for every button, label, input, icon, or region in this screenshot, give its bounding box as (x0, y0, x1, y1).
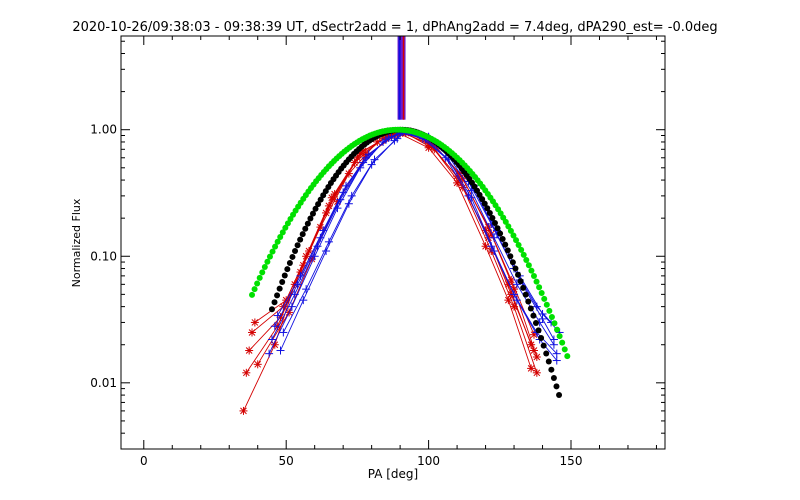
point-blue-6-1 (302, 285, 311, 294)
point-red-2-11 (529, 346, 538, 355)
point-blue-1-0 (265, 349, 274, 358)
point-blue-2-0 (267, 335, 276, 344)
x-tick-label-0: 0 (140, 454, 148, 468)
axes: 0 50 100 150 0.01 0.10 1.00 (90, 36, 665, 468)
point-red-2-0 (242, 368, 251, 377)
point-blue-5-11 (512, 296, 521, 305)
point-red-3-0 (245, 346, 254, 355)
point-red-6-0 (253, 360, 262, 369)
point-red-5-2 (304, 247, 313, 256)
point-blue-6-4 (370, 155, 379, 164)
point-blue-5-13 (552, 356, 561, 365)
model-curve-black-fit (268, 126, 563, 398)
point-red-5-3 (330, 190, 339, 199)
point-blue-1-1 (287, 302, 296, 311)
point-red-4-0 (248, 328, 257, 337)
point-red-6-11 (532, 352, 541, 361)
point-blue-6-12 (538, 314, 547, 323)
point-blue-4-4 (364, 150, 373, 159)
point-blue-1-2 (310, 252, 319, 261)
point-red-1-11 (527, 364, 536, 373)
point-blue-4-3 (342, 181, 351, 190)
series-line-red-1 (243, 133, 532, 412)
chart-title: 2020-10-26/09:38:03 - 09:38:39 UT, dSect… (72, 20, 717, 35)
spike-bar (397, 36, 406, 120)
point-blue-6-5 (393, 134, 402, 143)
plot-frame (120, 35, 666, 450)
plot-area (239, 36, 571, 415)
x-tick-label-50: 50 (279, 454, 294, 468)
x-axis-label: PA [deg] (368, 467, 418, 481)
point-blue-5-10 (490, 247, 499, 256)
series-line-red-6 (257, 132, 538, 365)
point-blue-6-3 (347, 191, 356, 200)
point-blue-5-0 (276, 346, 285, 355)
point-blue-6-13 (549, 335, 558, 344)
y-tick-label-0.1: 0.10 (90, 249, 117, 263)
y-tick-label-1: 1.00 (90, 123, 117, 137)
x-tick-label-150: 150 (560, 454, 583, 468)
point-blue-4-2 (319, 226, 328, 235)
point-red-3-11 (532, 368, 541, 377)
series-line-blue-5 (280, 131, 558, 361)
point-blue-6-2 (324, 237, 333, 246)
point-blue-1-13 (552, 349, 561, 358)
y-axis-label: Normalized Flux (70, 198, 83, 287)
point-blue-4-0 (273, 311, 282, 320)
point-blue-4-1 (296, 271, 305, 280)
point-blue-3-0 (270, 322, 279, 331)
model-curve-green-fit (249, 126, 571, 360)
y-tick-label-0.01: 0.01 (90, 376, 117, 390)
point-blue-6-0 (279, 328, 288, 337)
point-red-5-0 (250, 318, 259, 327)
point-blue-5-9 (467, 193, 476, 202)
point-red-1-0 (239, 406, 248, 415)
x-tick-label-100: 100 (417, 454, 440, 468)
point-blue-2-11 (512, 280, 521, 289)
